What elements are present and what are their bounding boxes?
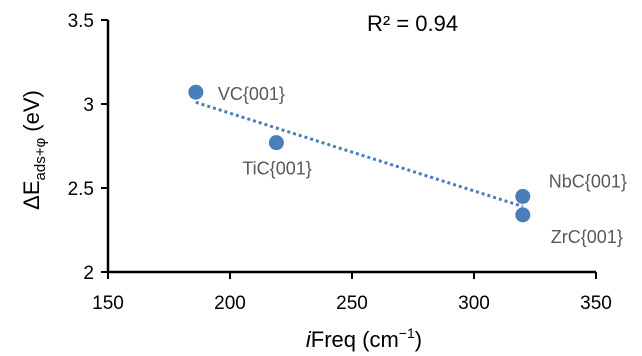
- y-axis-label-subscript: ads+φ: [32, 138, 49, 181]
- x-tick-label: 200: [214, 293, 246, 314]
- y-tick-label: 3.5: [68, 11, 94, 32]
- x-tick-label: 250: [336, 293, 368, 314]
- r-squared-annotation: R² = 0.94: [367, 11, 458, 36]
- y-axis-label-main: ΔE: [19, 180, 44, 209]
- y-tick-labels: 2 2.5 3 3.5: [68, 11, 94, 284]
- x-tick-label: 300: [458, 293, 490, 314]
- data-point: [515, 207, 531, 223]
- point-label: NbC{001}: [549, 171, 627, 191]
- x-axis-label-text: Freq (cm: [311, 327, 399, 352]
- x-axis-label-end: ): [415, 327, 422, 352]
- data-point: [188, 84, 204, 100]
- x-axis-label-superscript: −1: [399, 325, 415, 341]
- y-tick-label: 2.5: [68, 179, 94, 200]
- x-axis-label-italic: i: [306, 327, 312, 352]
- y-tick-label: 2: [83, 263, 94, 284]
- data-point: [515, 188, 531, 204]
- x-tick-labels: 150 200 250 300 350: [92, 293, 612, 314]
- point-label: TiC{001}: [242, 159, 311, 179]
- x-axis-label: iFreq (cm−1): [306, 325, 422, 352]
- point-label: VC{001}: [218, 84, 285, 104]
- point-label: ZrC{001}: [551, 227, 623, 247]
- y-tick-label: 3: [83, 95, 94, 116]
- y-axis-label: ΔEads+φ (eV): [19, 90, 49, 210]
- tick-marks: [101, 19, 597, 279]
- x-tick-label: 350: [580, 293, 612, 314]
- x-tick-label: 150: [92, 293, 124, 314]
- data-point: [268, 135, 284, 151]
- y-axis-label-end: (eV): [19, 90, 44, 138]
- point-labels: VC{001} TiC{001} NbC{001} ZrC{001}: [218, 84, 627, 247]
- data-points: [188, 84, 531, 223]
- trendline: [195, 100, 524, 208]
